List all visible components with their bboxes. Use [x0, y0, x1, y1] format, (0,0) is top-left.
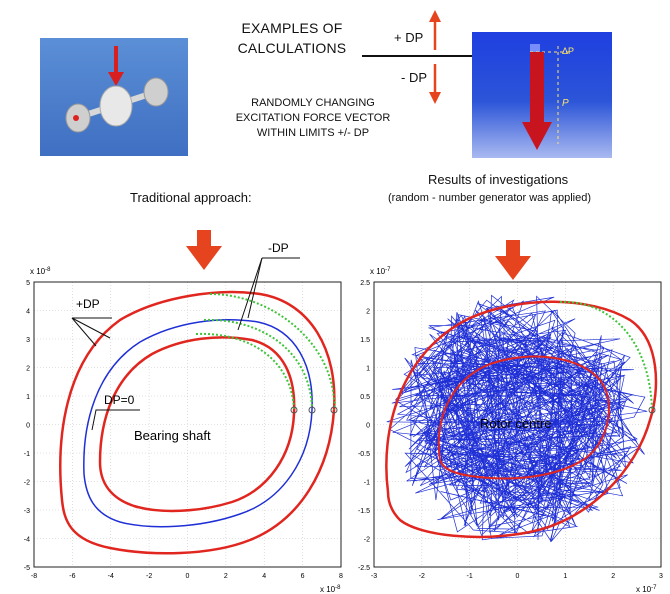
trace-inner: [195, 332, 295, 411]
right-heading: Results of investigations: [428, 172, 569, 187]
desc-line3: WITHIN LIMITS +/- DP: [256, 127, 370, 139]
random-trajectory-path: [386, 294, 648, 543]
left-xtick-label: 8: [339, 573, 343, 580]
label-dp-zero: DP=0: [104, 393, 135, 407]
left-plot-frame: [33, 281, 342, 568]
right-ytick-label: -2.5: [358, 565, 370, 572]
marker-inner: [290, 406, 298, 414]
header-title: EXAMPLES OF CALCULATIONS: [232, 18, 352, 58]
left-xtick-label: -6: [69, 573, 75, 580]
force-vector-drawing: ΔP P: [522, 44, 574, 150]
orbit-middle-dp-zero: [83, 319, 313, 528]
label-rotor-centre: Rotor centre: [480, 416, 552, 431]
minus-dp-label: - DP: [401, 70, 427, 85]
right-xtick-label: 0: [516, 573, 520, 580]
trace-middle: [203, 318, 313, 409]
right-ytick-label: -1: [364, 480, 370, 487]
orbit-inner-right: [437, 355, 610, 480]
left-xtick-label: 6: [301, 573, 305, 580]
force-vector-panel: ΔP P: [472, 32, 612, 158]
left-pointer-arrow-icon: [186, 246, 222, 270]
left-ytick-label: -1: [24, 451, 30, 458]
left-ytick-label: -5: [24, 565, 30, 572]
left-xtick-label: -8: [31, 573, 37, 580]
right-ytick-label: 0: [366, 423, 370, 430]
left-ytick-label: 5: [26, 280, 30, 287]
force-arrow-icon: [522, 122, 552, 150]
right-ytick-label: 0.5: [360, 394, 370, 401]
right-ytick-label: 1.5: [360, 337, 370, 344]
left-exponent-x: x 10-8: [320, 585, 341, 594]
right-plot-frame: [373, 281, 662, 568]
delta-p-label: ΔP: [562, 46, 574, 56]
marker-outer: [330, 406, 338, 414]
orbit-inner-minus-dp: [98, 336, 296, 513]
right-ytick-label: -1.5: [358, 508, 370, 515]
left-xtick-label: 2: [224, 573, 228, 580]
label-plus-dp: +DP: [76, 297, 100, 311]
label-bearing-shaft: Bearing shaft: [134, 428, 211, 443]
leader-dp-zero: [91, 409, 140, 431]
marker-right: [648, 406, 656, 414]
label-minus-dp: -DP: [268, 241, 289, 255]
header-description: RANDOMLY CHANGING EXCITATION FORCE VECTO…: [228, 96, 398, 141]
trace-right: [559, 300, 653, 411]
right-xtick-label: 1: [563, 573, 567, 580]
orbit-outer-plus-dp: [59, 290, 336, 555]
right-xtick-label: 3: [659, 573, 663, 580]
left-ytick-label: 4: [26, 309, 30, 316]
left-ytick-label: 2: [26, 366, 30, 373]
desc-line2: EXCITATION FORCE VECTOR: [235, 112, 391, 124]
left-ytick-label: 1: [26, 394, 30, 401]
header-title-line2: CALCULATIONS: [237, 40, 347, 56]
right-exponent-x: x 10-7: [636, 585, 657, 594]
left-ytick-label: -3: [24, 508, 30, 515]
orbit-outer-right: [385, 300, 658, 539]
up-arrow-icon: [429, 10, 441, 22]
left-xtick-label: 4: [262, 573, 266, 580]
right-xtick-label: -2: [419, 573, 425, 580]
left-ytick-label: 0: [26, 423, 30, 430]
left-ytick-label: 3: [26, 337, 30, 344]
right-ytick-label: -2: [364, 537, 370, 544]
header-title-line1: EXAMPLES OF: [241, 20, 343, 36]
right-ytick-label: 1: [366, 366, 370, 373]
marker-middle: [308, 406, 316, 414]
left-xtick-label: 0: [186, 573, 190, 580]
down-arrow-icon: [429, 92, 441, 104]
left-ytick-label: -2: [24, 480, 30, 487]
rotor-drawing: [65, 46, 169, 133]
left-heading: Traditional approach:: [130, 190, 252, 205]
right-xtick-label: -3: [371, 573, 377, 580]
desc-line1: RANDOMLY CHANGING: [251, 97, 375, 109]
random-trajectory: [386, 294, 648, 543]
right-xtick-label: 2: [611, 573, 615, 580]
p-label: P: [562, 98, 569, 109]
right-xtick-label: -1: [467, 573, 473, 580]
right-ytick-label: 2: [366, 309, 370, 316]
left-ytick-label: -4: [24, 537, 30, 544]
right-ytick-label: 2.5: [360, 280, 370, 287]
right-exponent-y: x 10-7: [370, 267, 391, 276]
plus-dp-label: + DP: [394, 30, 424, 45]
right-ytick-label: -0.5: [358, 451, 370, 458]
left-xtick-label: -2: [146, 573, 152, 580]
rotor-illustration: [40, 38, 188, 156]
right-subheading: (random - number generator was applied): [388, 192, 591, 204]
left-xtick-label: -4: [108, 573, 114, 580]
right-pointer-arrow-icon: [495, 256, 531, 280]
left-exponent-y: x 10-8: [30, 267, 51, 276]
